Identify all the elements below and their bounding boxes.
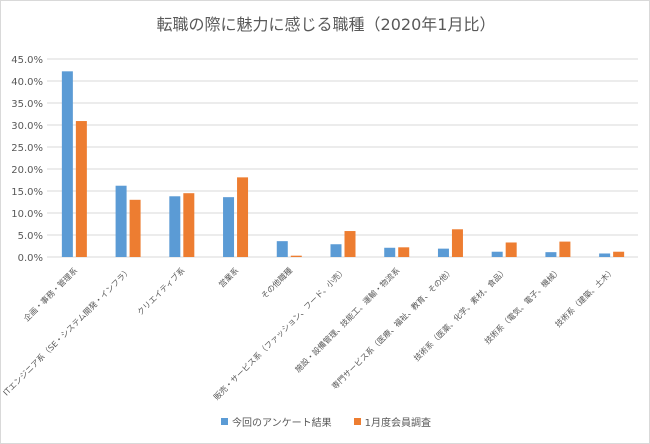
legend-swatch: [221, 418, 228, 425]
y-tick-label: 30.0%: [11, 121, 43, 132]
x-tick-label: 施設・設備管理、技能工、運輸・物流系: [293, 265, 402, 374]
x-tick-label: 営業系: [216, 265, 240, 289]
x-tick-label: 技術系（医薬、化学、素材、食品）: [412, 265, 510, 363]
y-tick-label: 5.0%: [18, 231, 43, 242]
y-tick-label: 20.0%: [11, 165, 43, 176]
legend-label: 1月度会員調査: [364, 418, 431, 429]
y-tick-label: 40.0%: [11, 77, 43, 88]
y-tick-label: 10.0%: [11, 209, 43, 220]
bar-current: [384, 247, 396, 257]
bar-current: [330, 244, 342, 257]
bar-january: [505, 242, 517, 257]
bar-current: [599, 253, 611, 257]
y-tick-label: 15.0%: [11, 187, 43, 198]
x-tick-label: その他職種: [259, 265, 294, 300]
y-tick-label: 45.0%: [11, 55, 43, 66]
bar-current: [545, 252, 557, 257]
x-tick-label: ITエンジニア系（SE・システム開発・インフラ）: [1, 265, 133, 397]
bar-january: [290, 255, 302, 257]
bar-current: [115, 185, 127, 257]
bar-january: [559, 241, 571, 257]
chart-title: 転職の際に魅力に感じる職種（2020年1月比）: [156, 15, 496, 34]
x-tick-label: 企画・事務・管理系: [21, 265, 79, 323]
bar-january: [344, 231, 356, 257]
bar-current: [491, 251, 503, 257]
legend-item-current: 今回のアンケート結果: [221, 414, 332, 429]
x-tick-label: クリエイティブ系: [135, 265, 187, 317]
y-tick-label: 0.0%: [18, 253, 43, 264]
y-tick-label: 25.0%: [11, 143, 43, 154]
bar-current: [223, 197, 235, 257]
bar-january: [183, 193, 195, 257]
bar-january: [75, 121, 87, 257]
bar-january: [237, 177, 249, 257]
bar-current: [276, 241, 288, 257]
bar-current: [61, 71, 73, 257]
bar-january: [613, 251, 625, 257]
bar-current: [169, 196, 181, 257]
bar-january: [129, 199, 141, 257]
bar-january: [398, 247, 410, 257]
bar-current: [437, 248, 449, 257]
x-tick-label: 専門サービス系（医療、福祉、教育、その他）: [330, 265, 456, 391]
legend: 今回のアンケート結果 1月度会員調査: [1, 414, 649, 429]
bar-january: [451, 229, 463, 257]
legend-label: 今回のアンケート結果: [232, 418, 332, 429]
legend-item-january: 1月度会員調査: [353, 414, 431, 429]
x-tick-label: 技術系（建築、土木）: [553, 265, 617, 329]
y-tick-label: 35.0%: [11, 99, 43, 110]
legend-swatch: [353, 418, 361, 425]
